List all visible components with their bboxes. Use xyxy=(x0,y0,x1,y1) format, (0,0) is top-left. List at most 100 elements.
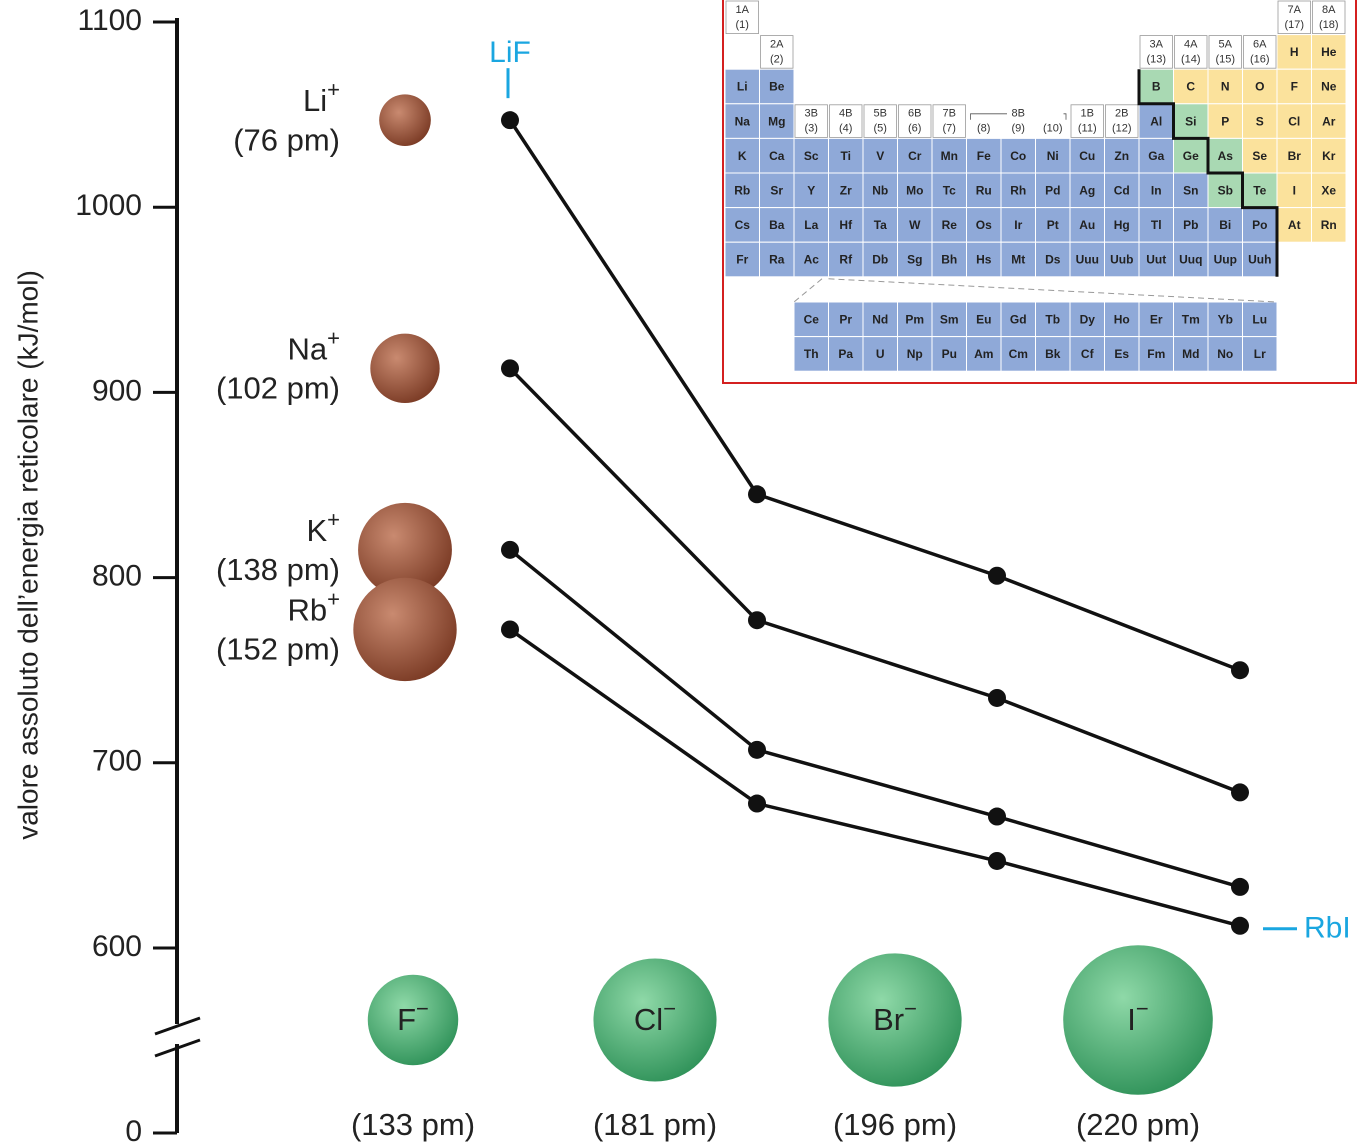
element-symbol: Am xyxy=(974,347,993,361)
group-number: (1) xyxy=(736,19,749,31)
ion-charge: + xyxy=(327,507,340,532)
element-symbol: Db xyxy=(872,253,888,267)
cation-sphere xyxy=(370,334,439,403)
group-label: 8B xyxy=(1012,108,1025,120)
ion-charge: + xyxy=(327,586,340,611)
element-symbol: O xyxy=(1255,80,1264,94)
element-symbol: Ge xyxy=(1183,149,1199,163)
annotation: RbI xyxy=(1304,912,1351,945)
element-symbol: Er xyxy=(1150,312,1163,326)
element-symbol: Sg xyxy=(907,253,922,267)
data-point xyxy=(501,359,519,377)
element-symbol: Ga xyxy=(1148,149,1164,163)
element-symbol: Tc xyxy=(943,183,956,197)
anion-radius: (196 pm) xyxy=(833,1107,957,1142)
element-symbol: Nd xyxy=(872,312,888,326)
element-symbol: W xyxy=(909,218,921,232)
element-symbol: P xyxy=(1221,114,1229,128)
element-symbol: Ru xyxy=(976,183,992,197)
element-symbol: S xyxy=(1256,114,1264,128)
element-symbol: Bk xyxy=(1045,347,1061,361)
y-tick-label: 1100 xyxy=(77,4,142,37)
element-symbol: Ne xyxy=(1321,80,1337,94)
group-number: (7) xyxy=(943,123,956,135)
ion-label: K+ xyxy=(306,507,340,548)
element-symbol: Fr xyxy=(736,253,748,267)
group-number: (11) xyxy=(1078,123,1097,135)
element-symbol: Ce xyxy=(804,312,820,326)
element-symbol: Cl xyxy=(1288,114,1300,128)
group-label: 2A xyxy=(770,39,784,51)
data-point xyxy=(988,567,1006,585)
cation-sphere xyxy=(353,578,456,681)
group-number: (14) xyxy=(1181,54,1201,66)
element-symbol: Sm xyxy=(940,312,959,326)
element-symbol: Md xyxy=(1182,347,1199,361)
ion-label: Li+ xyxy=(303,77,340,118)
data-point xyxy=(748,795,766,813)
group-label: 2B xyxy=(1115,108,1128,120)
element-symbol: Au xyxy=(1079,218,1095,232)
ion-charge: − xyxy=(416,996,429,1021)
group-number: (5) xyxy=(874,123,887,135)
data-point xyxy=(1231,878,1249,896)
cation-radius: (152 pm) xyxy=(216,632,340,667)
element-symbol: Lr xyxy=(1254,347,1266,361)
group-label: 7B xyxy=(943,108,956,120)
element-symbol: Uup xyxy=(1214,253,1237,267)
element-symbol: Po xyxy=(1252,218,1267,232)
data-point xyxy=(501,541,519,559)
element-symbol: H xyxy=(1290,45,1299,59)
group-label: 1A xyxy=(736,4,750,16)
element-symbol: Rh xyxy=(1010,183,1026,197)
ion-charge: + xyxy=(327,325,340,350)
anion-radius: (181 pm) xyxy=(593,1107,717,1142)
element-symbol: Kr xyxy=(1322,149,1336,163)
ion-charge: − xyxy=(663,996,676,1021)
element-symbol: Sb xyxy=(1218,183,1233,197)
element-symbol: Bh xyxy=(941,253,957,267)
element-symbol: As xyxy=(1218,149,1234,163)
element-symbol: Fm xyxy=(1147,347,1165,361)
ion-symbol: Br xyxy=(873,1002,904,1037)
element-symbol: I xyxy=(1293,183,1296,197)
data-point xyxy=(748,741,766,759)
element-symbol: Sc xyxy=(804,149,819,163)
group-label: 4A xyxy=(1184,39,1198,51)
element-symbol: In xyxy=(1151,183,1162,197)
element-symbol: Mn xyxy=(941,149,958,163)
element-symbol: Te xyxy=(1253,183,1266,197)
element-symbol: B xyxy=(1152,80,1161,94)
element-symbol: Hs xyxy=(976,253,992,267)
group-label: 6A xyxy=(1253,39,1267,51)
element-symbol: Tb xyxy=(1045,312,1060,326)
element-symbol: Gd xyxy=(1010,312,1027,326)
group-label: 7A xyxy=(1288,4,1302,16)
element-symbol: Uuh xyxy=(1248,253,1271,267)
ion-label: Na+ xyxy=(288,325,341,366)
element-symbol: Cu xyxy=(1079,149,1095,163)
data-point xyxy=(988,852,1006,870)
data-point xyxy=(1231,917,1249,935)
group-number: (16) xyxy=(1250,54,1270,66)
element-symbol: Ac xyxy=(804,253,820,267)
element-symbol: Pb xyxy=(1183,218,1198,232)
element-symbol: Mt xyxy=(1011,253,1025,267)
group-label: 8A xyxy=(1322,4,1336,16)
element-symbol: Os xyxy=(976,218,992,232)
element-symbol: He xyxy=(1321,45,1337,59)
element-symbol: Ag xyxy=(1079,183,1095,197)
element-symbol: F xyxy=(1291,80,1298,94)
group-label: 4B xyxy=(839,108,852,120)
ion-symbol: Na xyxy=(288,332,328,367)
element-symbol: Rn xyxy=(1321,218,1337,232)
cation-sphere xyxy=(379,94,431,146)
y-tick-label: 700 xyxy=(92,745,142,778)
element-symbol: Pa xyxy=(838,347,853,361)
element-symbol: Fe xyxy=(977,149,991,163)
ion-symbol: Rb xyxy=(288,593,328,628)
group-label: 6B xyxy=(908,108,921,120)
group-number: (18) xyxy=(1319,19,1339,31)
group-label: 5B xyxy=(874,108,887,120)
